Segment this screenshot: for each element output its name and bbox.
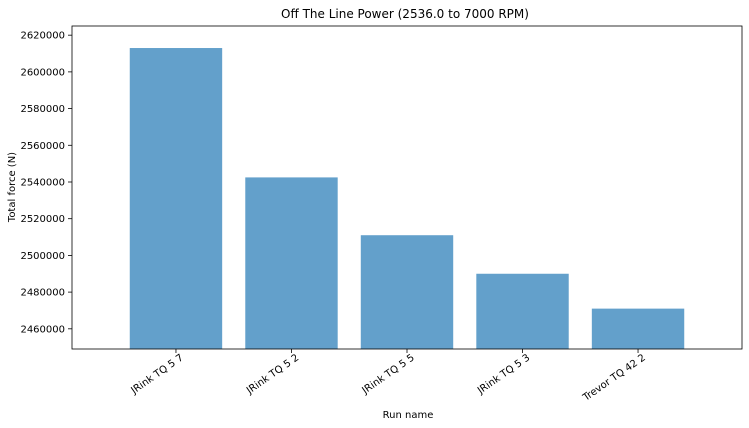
bar (129, 48, 223, 349)
bar (360, 235, 454, 349)
y-tick-label: 2460000 (20, 324, 65, 335)
y-tick-label: 2500000 (20, 251, 65, 262)
y-axis-title: Total force (N) (7, 152, 18, 223)
bar (476, 273, 569, 349)
y-tick-label: 2520000 (20, 214, 65, 225)
y-axis-ticks: 2460000 2480000 2500000 2520000 2540000 25600… (20, 31, 72, 335)
y-tick-label: 2480000 (20, 288, 65, 299)
y-tick-label: 2560000 (20, 141, 65, 152)
y-tick-label: 2580000 (20, 104, 65, 115)
bar (245, 177, 338, 349)
plot-area-frame (71, 25, 743, 350)
y-tick-label: 2620000 (20, 31, 65, 42)
x-axis-title: Run name (383, 410, 434, 421)
chart-title: Off The Line Power (2536.0 to 7000 RPM) (281, 7, 529, 21)
bar (591, 308, 685, 349)
bars-group (129, 48, 685, 349)
y-tick-label: 2540000 (20, 177, 65, 188)
y-tick-label: 2600000 (20, 67, 65, 78)
